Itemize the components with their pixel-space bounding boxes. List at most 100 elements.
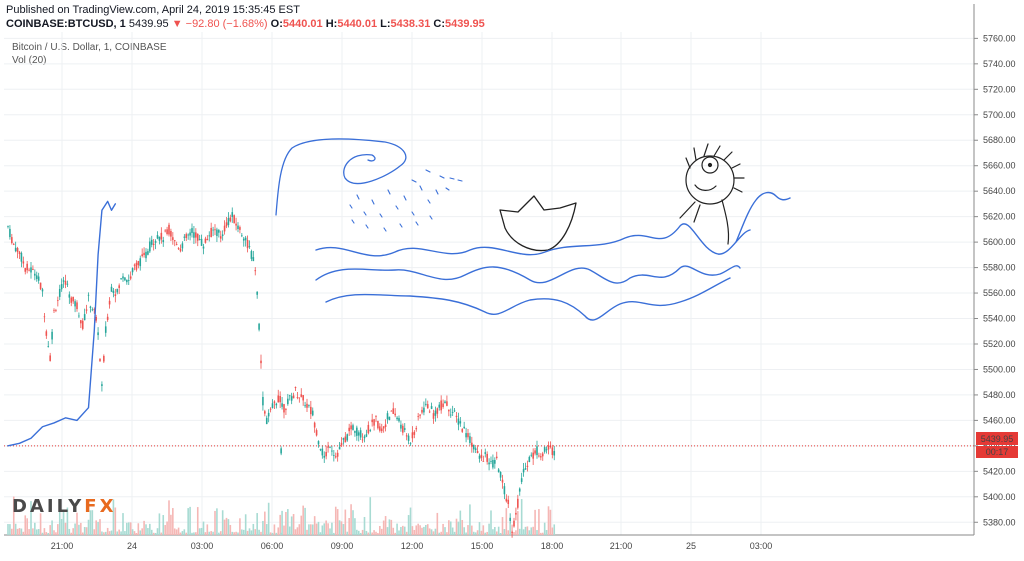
volume-bar xyxy=(342,524,345,535)
volume-bar xyxy=(110,530,113,535)
volume-bar xyxy=(336,509,339,535)
volume-bar xyxy=(300,515,303,535)
candle-body xyxy=(154,241,157,243)
candle-body xyxy=(195,232,197,238)
volume-bar xyxy=(478,522,481,535)
volume-bar xyxy=(152,532,155,535)
volume-bar xyxy=(35,529,38,535)
candle-body xyxy=(55,310,57,311)
volume-bar xyxy=(400,526,402,535)
candle-body xyxy=(465,433,467,438)
candle-body xyxy=(505,498,508,502)
candle-body xyxy=(76,302,78,310)
volume-bar xyxy=(267,502,270,535)
candle-body xyxy=(551,447,554,455)
volume-bar xyxy=(32,528,34,535)
volume-bar xyxy=(382,520,385,535)
y-tick-label: 5580.00 xyxy=(983,263,1016,273)
volume-bar xyxy=(116,531,119,535)
candle-body xyxy=(237,225,239,229)
volume-bar xyxy=(9,524,11,535)
candle-body xyxy=(371,419,373,423)
candle-body xyxy=(14,247,17,252)
volume-bar xyxy=(515,530,517,535)
down-arrow-icon: ▼ xyxy=(171,18,183,30)
candle-body xyxy=(394,413,396,416)
volume-bar xyxy=(212,531,214,535)
volume-bar xyxy=(93,529,96,535)
volume-bar xyxy=(384,516,387,535)
volume-bar xyxy=(524,526,527,535)
drawing-wave-2 xyxy=(315,265,741,284)
candle-body xyxy=(333,455,335,456)
volume-bar xyxy=(503,529,506,535)
candle-body xyxy=(538,455,540,457)
candle-body xyxy=(313,422,316,428)
candle-body xyxy=(409,442,412,444)
candle-body xyxy=(30,267,32,273)
volume-bar xyxy=(97,521,99,535)
volume-bar xyxy=(214,510,216,535)
candle-body xyxy=(191,228,193,233)
candle-body xyxy=(204,238,207,243)
volume-bar xyxy=(122,513,124,535)
volume-bar xyxy=(179,532,182,535)
candle-body xyxy=(43,316,46,318)
candle-body xyxy=(390,410,393,412)
candle-body xyxy=(149,241,151,252)
volume-bar xyxy=(417,523,419,535)
volume-bar xyxy=(472,531,475,535)
candle-body xyxy=(7,226,9,228)
x-tick-label: 21:00 xyxy=(610,541,633,551)
volume-bar xyxy=(434,528,437,535)
volume-legend[interactable]: Vol (20) xyxy=(12,55,47,66)
volume-bar xyxy=(135,532,138,535)
series-legend[interactable]: Bitcoin / U.S. Dollar, 1, COINBASE xyxy=(12,42,167,53)
volume-bar xyxy=(241,529,243,535)
volume-bar xyxy=(319,532,322,535)
candle-body xyxy=(367,424,370,434)
candle-body xyxy=(350,425,352,430)
volume-bar xyxy=(294,529,297,535)
volume-bar xyxy=(160,532,163,535)
volume-bar xyxy=(30,501,32,535)
candle-body xyxy=(308,405,310,407)
volume-bar xyxy=(497,526,500,535)
candle-body xyxy=(486,453,488,462)
candle-body xyxy=(382,426,385,429)
volume-bar xyxy=(162,515,165,535)
candle-body xyxy=(306,403,308,408)
candle-body xyxy=(57,300,59,301)
candle-body xyxy=(221,234,224,237)
volume-bar xyxy=(156,528,159,535)
volume-bar xyxy=(103,532,105,535)
candle-body xyxy=(375,415,377,417)
candle-body xyxy=(9,228,11,238)
volume-bar xyxy=(141,528,143,535)
candle-body xyxy=(426,404,429,409)
volume-bar xyxy=(327,523,329,535)
price-axis[interactable]: 5380.00 5400.00 5420.00 5440.00 5460.00 5480.… xyxy=(974,33,1016,527)
candle-body xyxy=(327,446,329,448)
volume-bar xyxy=(74,523,76,535)
candle-body xyxy=(150,239,153,245)
volume-bar xyxy=(308,524,310,535)
candle-body xyxy=(411,432,414,439)
volume-bar xyxy=(367,532,370,535)
candle-body xyxy=(106,316,109,320)
volume-bar xyxy=(279,514,281,535)
candle-body xyxy=(517,498,519,508)
candle-body xyxy=(415,428,418,430)
candle-body xyxy=(72,296,74,302)
x-tick-label: 12:00 xyxy=(401,541,424,551)
volume-bar xyxy=(281,510,283,535)
volume-bar xyxy=(402,525,404,535)
candle-body xyxy=(321,448,324,456)
candle-body xyxy=(108,300,111,305)
hand-drawings xyxy=(7,138,791,447)
volume-bar xyxy=(218,532,220,535)
candle-body xyxy=(145,251,147,259)
time-axis[interactable]: 21:00 24 03:00 06:00 09:00 12:00 15:00 18:00 21:… xyxy=(51,541,773,551)
volume-bar xyxy=(72,528,74,535)
